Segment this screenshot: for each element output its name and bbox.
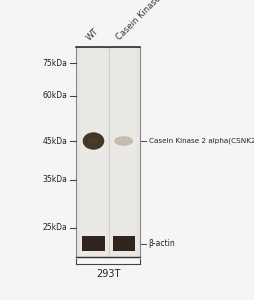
Ellipse shape — [89, 138, 98, 144]
Text: Casein Kinase 2 alpha(CSNK2A1): Casein Kinase 2 alpha(CSNK2A1) — [149, 138, 254, 144]
Bar — [113, 236, 135, 250]
Text: 25kDa: 25kDa — [43, 224, 67, 232]
Text: 75kDa: 75kDa — [42, 58, 67, 68]
Bar — [116, 243, 129, 248]
Bar — [111, 46, 136, 256]
Text: 293T: 293T — [96, 269, 120, 279]
Text: 60kDa: 60kDa — [42, 92, 67, 100]
Bar — [82, 236, 105, 250]
Text: 35kDa: 35kDa — [42, 176, 67, 184]
Ellipse shape — [83, 132, 104, 150]
Bar — [86, 243, 98, 248]
Bar — [81, 46, 106, 256]
Bar — [76, 46, 140, 256]
Ellipse shape — [114, 136, 133, 146]
Text: β-actin: β-actin — [149, 239, 175, 248]
Text: 45kDa: 45kDa — [42, 136, 67, 146]
Text: Casein Kinase 2 alpha KO: Casein Kinase 2 alpha KO — [115, 0, 197, 42]
Text: WT: WT — [85, 26, 100, 42]
